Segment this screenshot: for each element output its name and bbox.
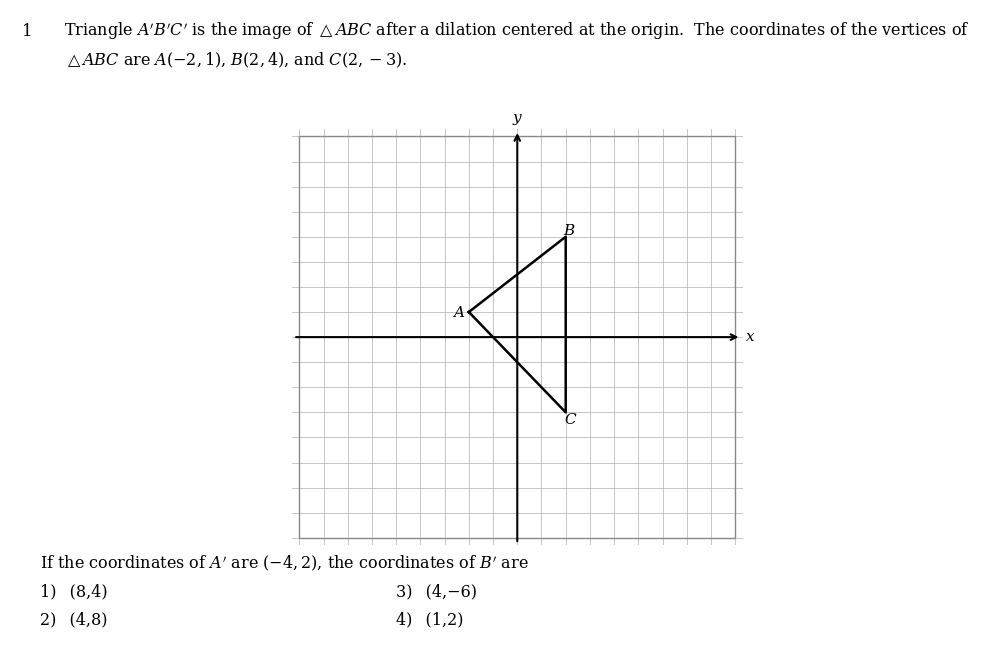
Text: $B$: $B$ — [563, 223, 576, 238]
Text: 1)  (8,4): 1) (8,4) — [40, 583, 107, 600]
Text: If the coordinates of $A'$ are $(-4,2)$, the coordinates of $B'$ are: If the coordinates of $A'$ are $(-4,2)$,… — [40, 554, 529, 574]
Text: $x$: $x$ — [744, 330, 755, 344]
Text: 4)  (1,2): 4) (1,2) — [396, 611, 463, 629]
Text: 1: 1 — [22, 23, 33, 40]
Text: Triangle $A'B'C'$ is the image of $\triangle ABC$ after a dilation centered at t: Triangle $A'B'C'$ is the image of $\tria… — [64, 21, 970, 42]
Text: $y$: $y$ — [512, 112, 523, 127]
Text: $C$: $C$ — [564, 412, 577, 428]
Text: $A$: $A$ — [452, 305, 466, 319]
Text: 2)  (4,8): 2) (4,8) — [40, 611, 107, 629]
Text: 3)  (4,−6): 3) (4,−6) — [396, 583, 477, 600]
Text: $\triangle ABC$ are $A(-2,1)$, $B(2,4)$, and $C(2,-3)$.: $\triangle ABC$ are $A(-2,1)$, $B(2,4)$,… — [64, 51, 408, 70]
